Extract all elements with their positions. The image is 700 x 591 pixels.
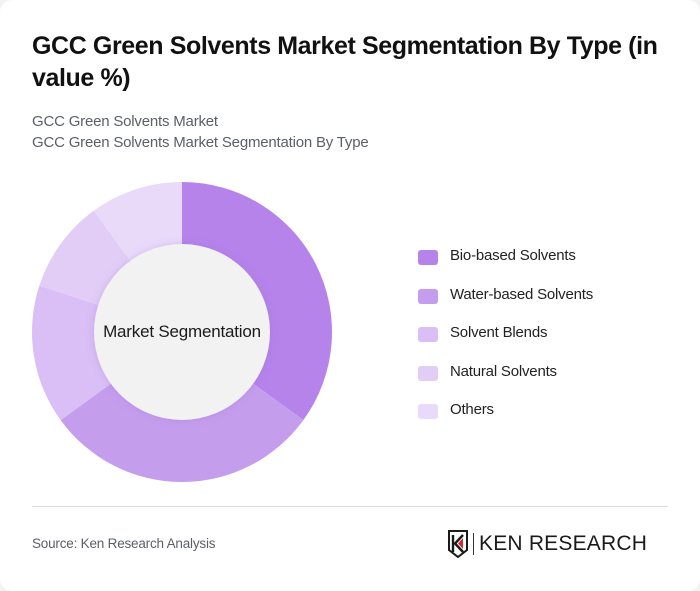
chart-subtitle-segmentation: GCC Green Solvents Market Segmentation B… [32, 134, 369, 151]
ken-research-logo: KEN RESEARCH [447, 530, 647, 558]
legend-label: Solvent Blends [450, 324, 548, 342]
donut-chart-svg [32, 182, 332, 482]
chart-title: GCC Green Solvents Market Segmentation B… [32, 32, 658, 92]
donut-center [94, 244, 270, 420]
legend-item-bio-based[interactable]: Bio-based Solvents [418, 245, 593, 284]
legend-swatch-icon [418, 288, 438, 304]
logo-separator [473, 533, 474, 555]
legend-item-natural[interactable]: Natural Solvents [418, 361, 593, 400]
source-note: Source: Ken Research Analysis [32, 536, 216, 551]
legend-label: Others [450, 401, 494, 419]
legend-label: Water-based Solvents [450, 285, 594, 303]
legend-swatch-icon [418, 365, 438, 381]
donut-slice-water-based-solvents[interactable] [60, 379, 304, 482]
legend-swatch-icon [418, 404, 438, 420]
ken-research-shield-icon [448, 530, 468, 558]
footer-divider [32, 506, 668, 507]
legend-swatch-icon [418, 250, 438, 265]
legend-item-others[interactable]: Others [418, 399, 593, 438]
donut-center-label: Market Segmentation [103, 322, 261, 341]
chart-legend: Bio-based Solvents Water-based Solvents … [418, 245, 593, 438]
legend-label: Natural Solvents [450, 362, 557, 380]
legend-label: Bio-based Solvents [450, 247, 576, 264]
logo-wordmark: KEN RESEARCH [479, 532, 648, 555]
donut-chart: Market Segmentation [0, 170, 370, 500]
chart-subtitle-market: GCC Green Solvents Market [32, 113, 218, 130]
legend-item-solvent-blends[interactable]: Solvent Blends [418, 322, 593, 361]
legend-swatch-icon [418, 327, 438, 343]
legend-item-water-based[interactable]: Water-based Solvents [418, 284, 593, 323]
donut-slice-others[interactable] [93, 182, 182, 268]
